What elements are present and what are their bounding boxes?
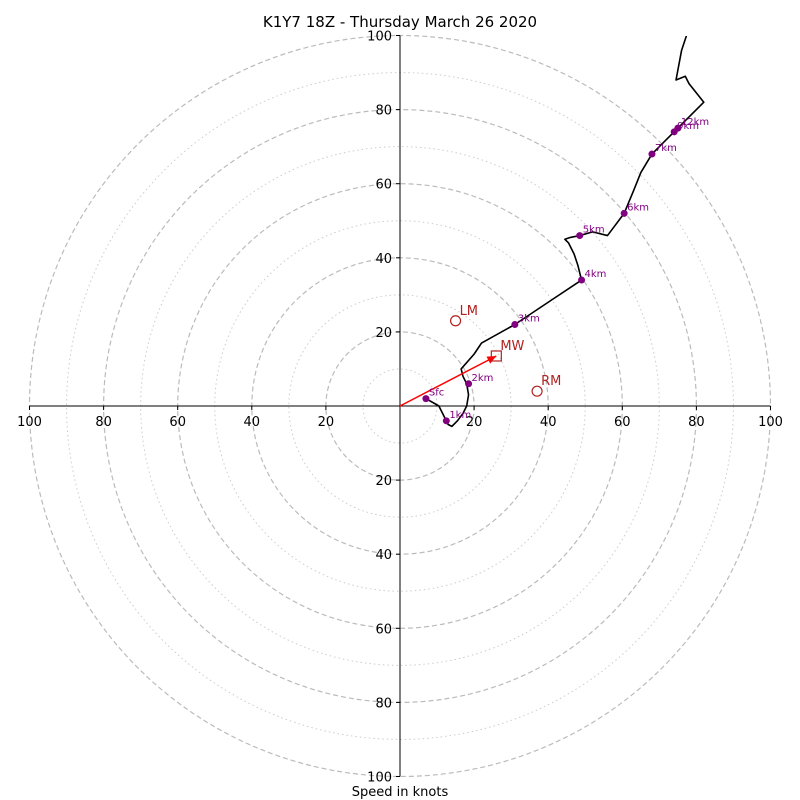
height-marker-12km bbox=[674, 124, 682, 132]
x-tick-label: 40 bbox=[244, 415, 261, 430]
y-tick-label: 100 bbox=[367, 30, 392, 45]
x-tick-label: 100 bbox=[17, 415, 42, 430]
x-tick-label: 80 bbox=[688, 415, 705, 430]
height-label-7km: 7km bbox=[655, 143, 677, 154]
mean-wind-vector bbox=[399, 355, 497, 407]
height-marker-5km bbox=[576, 232, 584, 240]
height-label-5km: 5km bbox=[583, 225, 605, 236]
x-axis-label: Speed in knots bbox=[352, 785, 449, 800]
hodograph-trace bbox=[399, 36, 705, 428]
x-tick-label: 60 bbox=[169, 415, 186, 430]
x-tick-label: 100 bbox=[758, 415, 783, 430]
height-label-6km: 6km bbox=[627, 202, 649, 213]
tick-labels: 100 80 60 40 20 20 40 60 80 100 100 80 60 40 20 20 40 60 8… bbox=[17, 30, 783, 786]
storm-motions: LM MW RM bbox=[449, 304, 561, 397]
height-label-1km: 1km bbox=[449, 410, 471, 421]
y-tick-label: 80 bbox=[375, 104, 392, 119]
height-marker-7km bbox=[648, 150, 656, 158]
height-marker-Sfc bbox=[422, 395, 430, 403]
motion-marker-RM bbox=[531, 385, 543, 397]
y-tick-label: 80 bbox=[375, 696, 392, 711]
height-marker-6km bbox=[620, 209, 628, 217]
y-tick-label: 40 bbox=[375, 548, 392, 563]
y-tick-label: 20 bbox=[375, 474, 392, 489]
x-tick-label: 60 bbox=[614, 415, 631, 430]
hodograph-line bbox=[425, 36, 705, 428]
y-tick-label: 40 bbox=[375, 252, 392, 267]
y-tick-label: 60 bbox=[375, 622, 392, 637]
x-tick-label: 20 bbox=[466, 415, 483, 430]
height-label-12km: 12km bbox=[681, 117, 709, 128]
motion-label-RM: RM bbox=[541, 374, 561, 389]
height-marker-2km bbox=[465, 380, 473, 388]
motion-marker-MW bbox=[490, 350, 502, 362]
x-tick-label: 40 bbox=[540, 415, 557, 430]
height-marker-3km bbox=[511, 320, 519, 328]
y-tick-label: 20 bbox=[375, 326, 392, 341]
motion-label-MW: MW bbox=[500, 339, 524, 354]
height-label-4km: 4km bbox=[585, 269, 607, 280]
height-label-3km: 3km bbox=[518, 313, 540, 324]
height-label-2km: 2km bbox=[472, 373, 494, 384]
motion-marker-LM bbox=[449, 315, 462, 327]
motion-label-LM: LM bbox=[460, 304, 478, 319]
x-tick-label: 20 bbox=[318, 415, 335, 430]
x-tick-label: 80 bbox=[95, 415, 112, 430]
height-label-Sfc: Sfc bbox=[429, 388, 444, 399]
chart-title: K1Y7 18Z - Thursday March 26 2020 bbox=[263, 13, 537, 31]
y-tick-label: 100 bbox=[367, 771, 392, 786]
height-marker-1km bbox=[442, 417, 450, 425]
height-label-9km: 9km bbox=[677, 121, 699, 132]
y-tick-label: 60 bbox=[375, 178, 392, 193]
height-marker-4km bbox=[578, 276, 586, 284]
